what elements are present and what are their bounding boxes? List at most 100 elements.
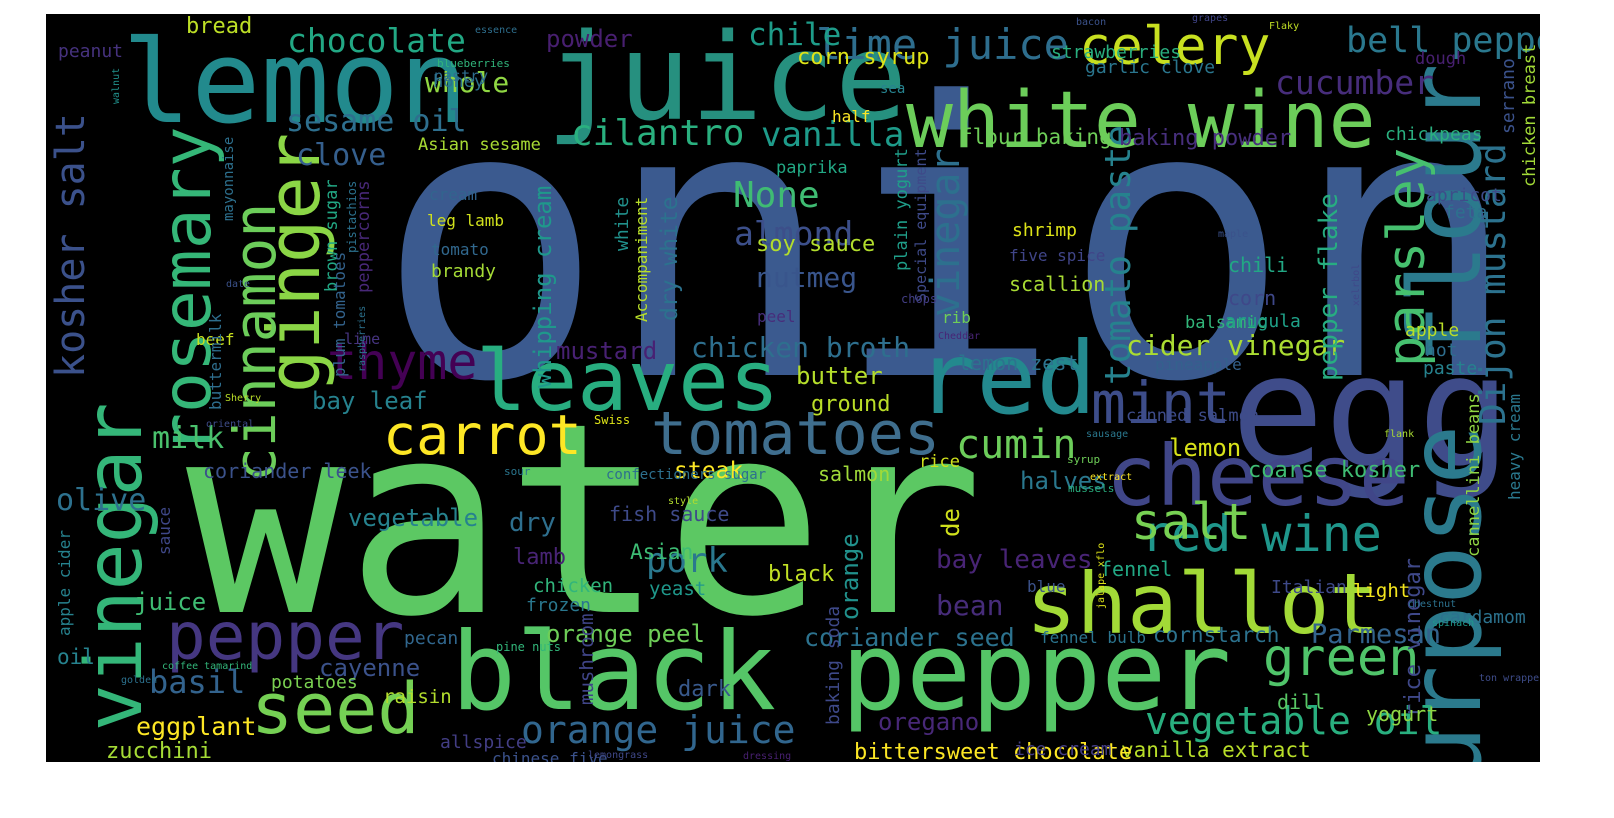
cloud-word: paste <box>1423 358 1478 379</box>
cloud-word: Asian <box>630 540 694 564</box>
cloud-word: rib <box>942 308 971 327</box>
cloud-word: vegetable oil <box>1145 699 1443 743</box>
cloud-word: yogurt <box>1366 702 1439 726</box>
cloud-word: bay leaf <box>312 387 428 415</box>
cloud-word: maple <box>1218 229 1249 240</box>
cloud-word: bacon <box>1076 17 1107 28</box>
cloud-word: cumin <box>956 422 1077 468</box>
cloud-word: sea <box>880 81 906 97</box>
cloud-word: Flaky <box>1269 21 1300 32</box>
cloud-word: bittersweet chocolate <box>854 740 1133 763</box>
cloud-word: allspice <box>440 732 527 753</box>
cloud-word: essence <box>475 25 518 36</box>
cloud-word: leg lamb <box>427 211 505 230</box>
cloud-word: salt <box>1131 493 1252 551</box>
cloud-word: green <box>1263 628 1420 688</box>
cloud-word: pepper flake <box>1314 193 1344 382</box>
cloud-word: golden <box>121 675 158 686</box>
cloud-word: halves <box>1020 467 1107 495</box>
cloud-word: bay leaves <box>936 545 1093 575</box>
cloud-word: plain yogurt <box>892 148 912 272</box>
cloud-word: egg <box>1231 321 1511 502</box>
cloud-word: mushroom <box>576 613 598 706</box>
cloud-word: basil <box>149 663 246 701</box>
cloud-word: pecan <box>404 628 459 649</box>
cloud-word: orange peel <box>546 620 705 648</box>
cloud-word: sauce <box>155 506 174 555</box>
cloud-word: chestnut <box>1408 599 1457 610</box>
cloud-word: coriander seed <box>804 623 1015 652</box>
cloud-word: red <box>916 320 1097 437</box>
cloud-word: cucumber <box>1275 63 1434 102</box>
cloud-word: steak <box>674 458 744 484</box>
cloud-word: corn <box>1228 286 1277 310</box>
cloud-word: fish sauce <box>609 502 730 526</box>
cloud-word: Accompaniment <box>632 196 651 322</box>
cloud-word: light <box>1353 580 1411 602</box>
cloud-word: arugula <box>1225 311 1301 332</box>
cloud-word: pistachios <box>345 180 359 253</box>
cloud-word: cilantro <box>571 113 745 154</box>
cloud-word: fennel <box>1100 557 1173 581</box>
cloud-word: Special equipment <box>912 148 930 302</box>
cloud-word: blue <box>1027 577 1066 596</box>
cloud-word: lemongrass <box>588 750 649 761</box>
cloud-word: cinnamon <box>221 203 289 483</box>
cloud-word: lamb <box>513 545 566 570</box>
cloud-word: chocolate <box>287 21 466 60</box>
cloud-word: mayonnaise <box>221 136 237 221</box>
cloud-word: blueberries <box>437 57 510 70</box>
cloud-word: Cheddar <box>938 331 981 342</box>
cloud-word: coriander leek <box>203 459 372 483</box>
cloud-word: brandy <box>431 261 497 282</box>
cloud-word: serrano <box>1498 57 1519 134</box>
cloud-word: cheese <box>1106 427 1410 525</box>
cloud-word: honey <box>433 72 485 92</box>
cloud-word: vanilla <box>761 115 905 155</box>
cloud-word: onion <box>376 22 1520 465</box>
cloud-word: dry white <box>657 196 683 322</box>
cloud-word: coffee tamarind <box>162 661 253 672</box>
cloud-word: dressing <box>743 751 792 762</box>
cloud-word: tomato <box>431 240 489 259</box>
cloud-word: soy sauce <box>756 232 876 257</box>
cloud-word: chicken <box>533 575 614 597</box>
cloud-word: seed <box>251 668 420 750</box>
cloud-word: coarse kosher <box>1248 458 1421 483</box>
cloud-word: lemon <box>122 16 469 150</box>
cloud-word: mustard <box>556 337 658 365</box>
cloud-word: Asian sesame <box>418 135 541 155</box>
cloud-word: butter <box>796 362 883 390</box>
cloud-word: cayenne <box>319 654 421 682</box>
cloud-word: wine vinegar <box>70 402 160 762</box>
cloud-word: chops <box>901 292 938 306</box>
cloud-word: apple <box>1405 320 1460 341</box>
cloud-word: heavy cream <box>1505 393 1524 500</box>
cloud-word: flour baking <box>960 125 1112 149</box>
cloud-word: walnut <box>111 67 122 104</box>
cloud-word: frozen <box>526 595 592 616</box>
cloud-word: lemon <box>1169 434 1242 462</box>
cloud-word: extract <box>1090 472 1133 483</box>
cloud-word: pastry <box>434 67 489 85</box>
cloud-word: zucchini <box>106 739 212 763</box>
cloud-word: fennel bulb <box>1040 628 1146 647</box>
cloud-word: mussels <box>1068 482 1115 495</box>
cloud-word: Swiss <box>594 413 631 427</box>
cloud-word: juice <box>134 588 207 616</box>
cloud-word: confectioners sugar <box>606 467 767 483</box>
cloud-word: paprika <box>776 158 848 178</box>
cloud-word: corn syrup <box>797 45 930 70</box>
cloud-word: pork <box>646 541 728 581</box>
cloud-word: lemon zest <box>958 351 1079 375</box>
cloud-word: pineapple <box>1155 355 1242 374</box>
cloud-word: half <box>832 107 871 126</box>
cloud-word: olive <box>56 483 147 518</box>
cloud-word: shallot <box>1026 555 1381 653</box>
cloud-word: baking powder <box>1119 126 1292 151</box>
cloud-word: chicken broth <box>691 331 911 364</box>
cloud-word: juice <box>546 14 908 148</box>
cloud-word: sausage <box>1086 429 1129 440</box>
cloud-word: orange juice <box>521 708 796 752</box>
cloud-word: raspberries <box>357 305 368 372</box>
